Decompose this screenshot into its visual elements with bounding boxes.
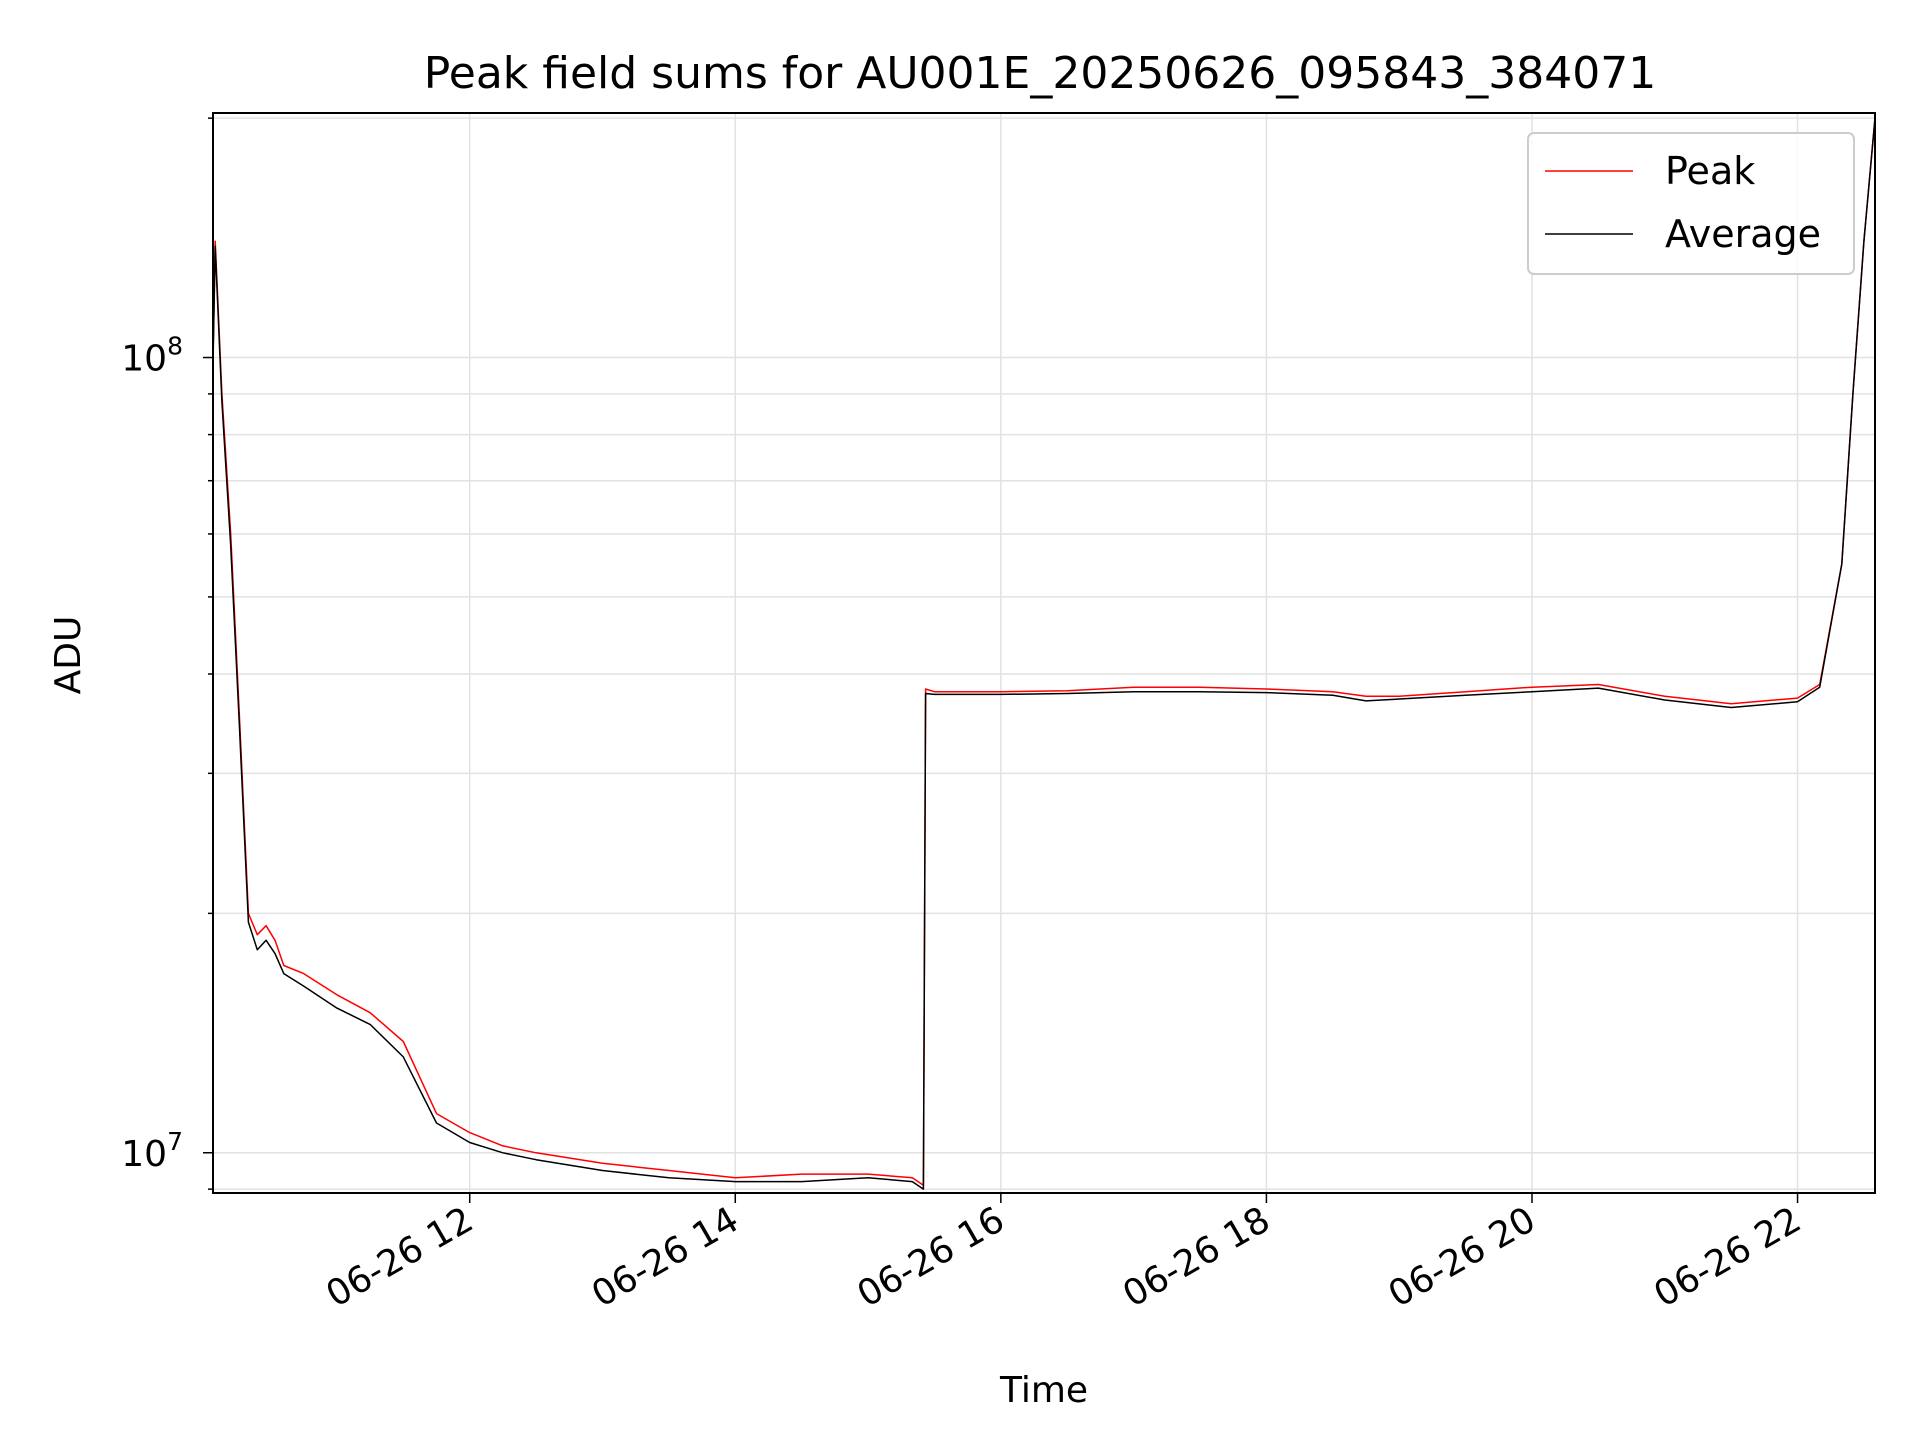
x-axis-label: Time — [999, 1370, 1088, 1411]
legend-label-peak: Peak — [1665, 149, 1755, 193]
y-tick-exponent: 7 — [167, 1127, 183, 1156]
legend-label-average: Average — [1665, 212, 1821, 256]
y-tick-label: 107 — [121, 1127, 183, 1175]
series-line-peak — [212, 118, 1876, 1187]
y-axis-label: ADU — [48, 616, 89, 695]
series-line-average — [212, 118, 1876, 1190]
legend-box — [1527, 132, 1855, 275]
legend: Peak Average — [1527, 132, 1855, 275]
y-tick-exponent: 8 — [167, 332, 183, 361]
plot-frame — [212, 112, 1876, 1194]
y-tick-base: 10 — [121, 1134, 167, 1175]
y-tick-label: 108 — [121, 332, 183, 380]
chart-title: Peak field sums for AU001E_20250626_0958… — [424, 48, 1656, 99]
y-tick-base: 10 — [121, 339, 167, 380]
series-layer — [212, 118, 1876, 1190]
grid-lines — [213, 113, 1875, 1193]
